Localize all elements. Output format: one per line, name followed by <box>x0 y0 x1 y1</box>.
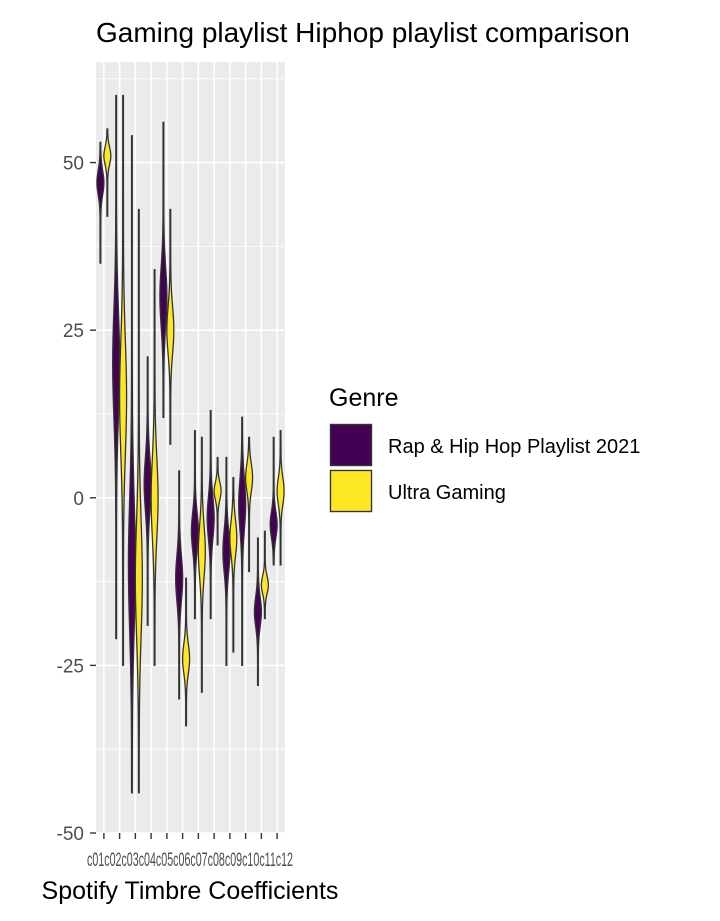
violin-ultra-gaming-c06 <box>181 577 191 727</box>
x-tick-labels: c01c02c03c04c05c06c07c08c09c10c11c12 <box>87 850 293 871</box>
major-gridlines <box>96 62 285 834</box>
legend-swatch <box>329 423 373 467</box>
violin-marks <box>96 94 285 794</box>
violin-rap-hip-hop-c07 <box>190 430 200 620</box>
y-axis: -50 -25 0 25 50 <box>57 154 96 845</box>
legend-label: Ultra Gaming <box>388 482 506 504</box>
minor-gridlines <box>96 78 285 750</box>
violin-ultra-gaming-c08 <box>213 456 222 546</box>
violin-ultra-gaming-c03 <box>134 208 143 794</box>
violin-rap-hip-hop-c08 <box>206 409 215 620</box>
legend-swatch <box>329 469 373 513</box>
violin-ultra-gaming-c02 <box>118 94 128 667</box>
y-tick-label: -25 <box>57 656 84 677</box>
violin-rap-hip-hop-c01 <box>96 141 105 264</box>
violin-rap-hip-hop-c04 <box>143 356 152 626</box>
chart-title: Gaming playlist Hiphop playlist comparis… <box>96 17 630 48</box>
violin-rap-hip-hop-c11 <box>253 537 263 687</box>
violin-ultra-gaming-c01 <box>103 128 112 217</box>
x-axis-title: Spotify Timbre Coefficients <box>42 877 339 905</box>
y-tick-label: 0 <box>73 489 84 510</box>
violin-rap-hip-hop-c06 <box>175 470 184 700</box>
x-axis: c01c02c03c04c05c06c07c08c09c10c11c12 <box>87 833 293 871</box>
y-tick-label: 25 <box>63 321 84 342</box>
violin-rap-hip-hop-c10 <box>238 416 247 667</box>
violin-rap-hip-hop-c02 <box>112 94 121 640</box>
legend: Genre Rap & Hip Hop Playlist 2021 Ultra G… <box>329 384 640 513</box>
violin-ultra-gaming-c05 <box>166 208 175 445</box>
plot-panel <box>96 62 285 833</box>
violin-rap-hip-hop-c09 <box>222 456 231 667</box>
violin-ultra-gaming-c11 <box>260 530 269 620</box>
violin-ultra-gaming-c04 <box>150 269 159 667</box>
y-tick-label: 50 <box>63 154 84 175</box>
violin-rap-hip-hop-c05 <box>159 121 168 418</box>
legend-label: Rap & Hip Hop Playlist 2021 <box>388 436 640 458</box>
violin-ultra-gaming-c10 <box>244 436 254 573</box>
y-tick-label: -50 <box>57 824 84 845</box>
violin-ultra-gaming-c12 <box>276 430 285 566</box>
legend-title: Genre <box>329 384 398 412</box>
violin-ultra-gaming-c09 <box>229 477 238 653</box>
violin-rap-hip-hop-c12 <box>269 436 278 566</box>
violin-ultra-gaming-c07 <box>197 436 206 693</box>
